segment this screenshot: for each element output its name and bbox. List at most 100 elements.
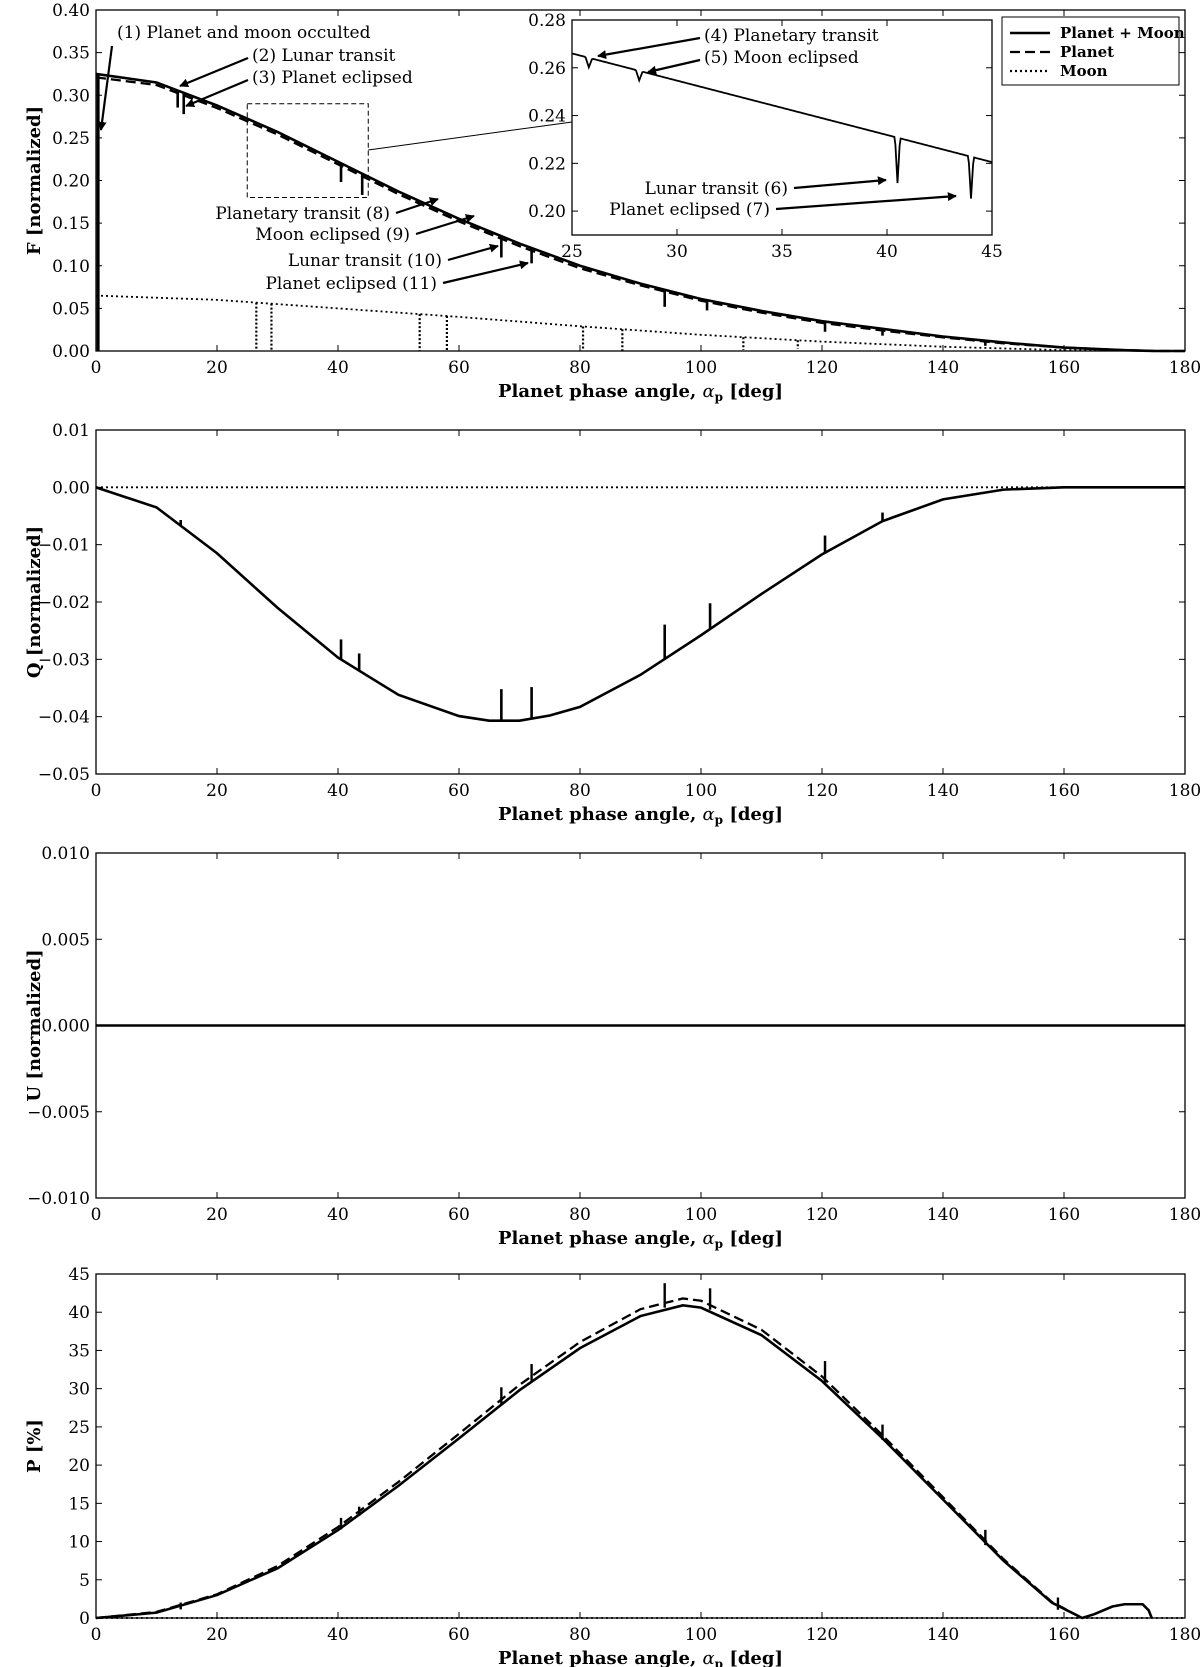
q-x-tick-label: 20 — [206, 781, 228, 801]
u-x-tick-label: 120 — [806, 1205, 838, 1225]
q-y-tick-label: −0.03 — [38, 650, 90, 670]
p-y-tick-label: 35 — [68, 1341, 90, 1361]
p-x-tick-label: 20 — [206, 1625, 228, 1645]
u-x-tick-label: 80 — [569, 1205, 591, 1225]
u-y-tick-label: −0.005 — [27, 1103, 90, 1123]
q-series-planet-moon-line — [95, 486, 1185, 722]
f-y-tick-label: 0.00 — [52, 342, 90, 362]
f-inset-y-tick-label: 0.22 — [528, 154, 566, 174]
f-legend-label-0: Planet + Moon — [1060, 24, 1185, 42]
f-x-tick-label: 180 — [1169, 358, 1200, 378]
f-y-tick-label: 0.20 — [52, 172, 90, 192]
p-x-tick-label: 80 — [569, 1625, 591, 1645]
f-x-tick-label: 20 — [206, 358, 228, 378]
f-y-tick-label: 0.05 — [52, 299, 90, 319]
f-y-axis-label: F [normalized] — [24, 106, 45, 255]
p-x-axis-label: Planet phase angle, αp [deg] — [498, 1648, 783, 1667]
f-arrow-10 — [447, 243, 499, 262]
f-x-tick-label: 160 — [1048, 358, 1080, 378]
f-inset-arrow-6 — [793, 176, 887, 190]
q-y-tick-label: −0.04 — [38, 708, 90, 728]
f-legend-label-2: Moon — [1060, 62, 1108, 80]
f-x-tick-label: 60 — [448, 358, 470, 378]
p-x-tick-label: 140 — [927, 1625, 959, 1645]
f-series-moon-line — [95, 294, 1186, 352]
f-arrow-8 — [395, 197, 439, 215]
f-x-tick-label: 120 — [806, 358, 838, 378]
q-y-axis-label: Q [normalized] — [24, 526, 45, 678]
f-arrow-3 — [185, 78, 249, 108]
f-annotation-3: (3) Planet eclipsed — [252, 68, 413, 88]
p-axes-frame — [95, 1273, 1186, 1619]
f-inset-y-tick-label: 0.28 — [528, 11, 566, 31]
f-inset-annotation-6: Lunar transit (6) — [645, 179, 788, 199]
f-zoom-box — [246, 103, 369, 199]
p-x-tick-label: 120 — [806, 1625, 838, 1645]
q-y-tick-label: 0.00 — [52, 478, 90, 498]
p-y-tick-label: 25 — [68, 1418, 90, 1438]
p-y-tick-label: 45 — [68, 1265, 90, 1285]
f-annotation-9: Moon eclipsed (9) — [255, 225, 410, 245]
f-inset-x-tick-label: 30 — [666, 242, 688, 262]
f-inset: 25 30 35 40 45 0.20 0.22 0.24 0.26 0.28 (4) Planet… — [528, 11, 1003, 262]
u-x-tick-label: 0 — [91, 1205, 102, 1225]
p-y-tick-label: 40 — [68, 1303, 90, 1323]
f-inset-series-line — [571, 52, 993, 199]
f-y-tick-label: 0.40 — [52, 1, 90, 21]
q-x-tick-label: 140 — [927, 781, 959, 801]
f-inset-annotation-4: (4) Planetary transit — [704, 26, 879, 46]
p-x-tick-label: 100 — [685, 1625, 717, 1645]
f-arrow-2 — [179, 56, 249, 88]
f-inset-y-tick-label: 0.20 — [528, 202, 566, 222]
p-x-tick-label: 0 — [91, 1625, 102, 1645]
f-y-tick-label: 0.15 — [52, 214, 90, 234]
f-arrow-1 — [97, 45, 114, 131]
f-x-tick-label: 0 — [91, 358, 102, 378]
u-y-tick-label: 0.010 — [41, 844, 90, 864]
f-inset-annotation-5: (5) Moon eclipsed — [704, 48, 859, 68]
f-inset-arrow-4 — [597, 36, 701, 60]
f-arrow-11 — [442, 260, 529, 285]
u-x-tick-label: 100 — [685, 1205, 717, 1225]
f-annotation-8: Planetary transit (8) — [215, 204, 390, 224]
panel-f: 0 20 40 60 80 100 120 140 160 180 0.00 0.05 0.10 0.15… — [24, 1, 1200, 404]
f-arrow-9 — [415, 214, 475, 236]
u-y-tick-label: −0.010 — [27, 1189, 90, 1209]
f-annotation-1: (1) Planet and moon occulted — [117, 23, 371, 43]
p-y-tick-label: 30 — [68, 1380, 90, 1400]
panel-u: 0 20 40 60 80 100 120 140 160 180 −0.010 −0.005 0.00… — [24, 844, 1200, 1251]
q-y-tick-label: 0.01 — [52, 421, 90, 441]
f-x-tick-label: 80 — [569, 358, 591, 378]
u-x-tick-label: 40 — [327, 1205, 349, 1225]
q-x-tick-label: 0 — [91, 781, 102, 801]
p-y-tick-label: 10 — [68, 1533, 90, 1553]
u-x-tick-label: 60 — [448, 1205, 470, 1225]
f-x-tick-label: 40 — [327, 358, 349, 378]
p-y-tick-label: 15 — [68, 1494, 90, 1514]
f-series-planet-moon-line — [95, 72, 1185, 353]
p-x-tick-label: 40 — [327, 1625, 349, 1645]
f-inset-arrow-5 — [647, 58, 701, 75]
u-x-tick-label: 160 — [1048, 1205, 1080, 1225]
p-series-planet-moon-line — [95, 1304, 1153, 1620]
f-y-tick-label: 0.25 — [52, 129, 90, 149]
f-inset-x-tick-label: 25 — [561, 242, 583, 262]
panel-p: 0 20 40 60 80 100 120 140 160 180 0 5 10 15 20 25 30 35 40… — [24, 1265, 1200, 1667]
u-y-axis-label: U [normalized] — [24, 949, 45, 1101]
q-x-tick-label: 100 — [685, 781, 717, 801]
f-y-tick-label: 0.10 — [52, 257, 90, 277]
u-x-axis-label: Planet phase angle, αp [deg] — [498, 1228, 783, 1251]
f-x-tick-label: 140 — [927, 358, 959, 378]
p-y-tick-label: 20 — [68, 1456, 90, 1476]
q-x-tick-label: 80 — [569, 781, 591, 801]
u-x-tick-label: 180 — [1169, 1205, 1200, 1225]
q-y-tick-label: −0.05 — [38, 765, 90, 785]
f-y-tick-label: 0.35 — [52, 44, 90, 64]
u-x-tick-label: 140 — [927, 1205, 959, 1225]
q-x-axis-label: Planet phase angle, αp [deg] — [498, 804, 783, 827]
p-x-tick-label: 60 — [448, 1625, 470, 1645]
f-inset-y-tick-label: 0.24 — [528, 107, 566, 127]
p-x-tick-label: 160 — [1048, 1625, 1080, 1645]
p-x-tick-label: 180 — [1169, 1625, 1200, 1645]
